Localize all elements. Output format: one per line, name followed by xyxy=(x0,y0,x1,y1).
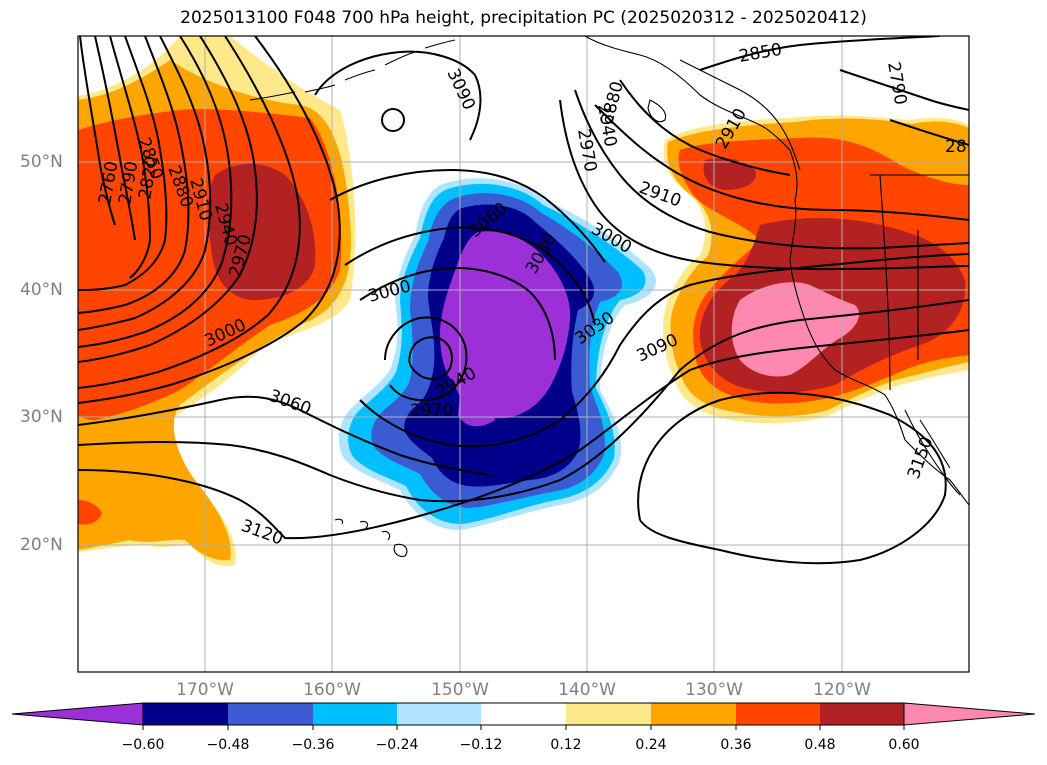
hawaii-islands xyxy=(334,518,408,557)
map-title: 2025013100 F048 700 hPa height, precipit… xyxy=(180,8,867,28)
contour-2970-east xyxy=(559,99,969,271)
lat-label-20: 20°N xyxy=(20,535,63,555)
east-positive-anomaly xyxy=(663,115,969,424)
colorbar-label-2: −0.48 xyxy=(206,737,250,753)
contour-2790 xyxy=(94,36,136,241)
contour-3030-central xyxy=(344,226,596,326)
contour-2820 xyxy=(109,36,152,279)
colorbar-label-10: 0.60 xyxy=(888,737,920,753)
contour-2940-east xyxy=(574,89,969,250)
contour-2850 xyxy=(78,36,168,291)
colorbar-cell-9 xyxy=(820,703,904,725)
gridlines xyxy=(78,36,969,672)
lon-label-140w: 140°W xyxy=(558,680,616,700)
alaska-coast xyxy=(584,36,969,506)
colorbar-cell-8 xyxy=(736,703,820,725)
contour-2970-low xyxy=(384,316,468,402)
contour-2760 xyxy=(79,36,116,226)
contour-2850-east xyxy=(699,36,941,71)
contour-2790-east xyxy=(839,69,969,111)
colorbar-cell-4 xyxy=(397,703,481,725)
lat-label-50: 50°N xyxy=(20,152,63,172)
contour-3150-high xyxy=(381,108,405,132)
label-2970-low: 2970 xyxy=(410,401,453,421)
contour-3120 xyxy=(78,329,969,540)
contour-3000-central xyxy=(359,266,556,361)
lon-label-170w: 170°W xyxy=(176,680,234,700)
label-28-right: 28 xyxy=(945,137,967,157)
central-purple-region xyxy=(440,231,571,419)
contour-2970 xyxy=(78,36,258,363)
colorbar-cell-5 xyxy=(481,703,566,725)
colorbar-label-8: 0.36 xyxy=(720,737,752,753)
lon-label-160w: 160°W xyxy=(303,680,361,700)
colorbar-label-3: −0.36 xyxy=(291,737,335,753)
lon-label-150w: 150°W xyxy=(431,680,489,700)
lon-label-120w: 120°W xyxy=(813,680,871,700)
lon-label-130w: 130°W xyxy=(685,680,743,700)
colorbar-label-9: 0.48 xyxy=(804,737,836,753)
contour-2880-east xyxy=(619,79,791,176)
contour-2910-east xyxy=(594,104,969,221)
contour-2940-low xyxy=(408,336,453,380)
contour-3030-west xyxy=(78,36,341,404)
colorbar-label-6: 0.12 xyxy=(550,737,582,753)
west-darkred-region xyxy=(208,163,316,300)
colorbar-label-7: 0.24 xyxy=(635,737,667,753)
alaska-south-coast xyxy=(679,59,801,171)
central-purple-tail xyxy=(458,395,496,427)
lat-label-30: 30°N xyxy=(20,407,63,427)
colorbar-cell-7 xyxy=(651,703,736,725)
colorbar-cell-2 xyxy=(228,703,313,725)
contour-3030-south xyxy=(359,253,969,448)
east-darkred-region xyxy=(703,158,756,190)
kodiak-island xyxy=(647,99,667,123)
west-orangered-patch xyxy=(78,500,102,525)
contour-2880 xyxy=(78,36,190,314)
contour-3090-arc xyxy=(78,299,969,503)
baja-coast xyxy=(904,409,961,496)
colorbar-cell-1 xyxy=(143,703,228,725)
colorbar-label-5: −0.12 xyxy=(459,737,503,753)
contour-3060-west xyxy=(78,395,491,476)
contour-3060-central xyxy=(329,168,606,263)
colorbar-cell-3 xyxy=(313,703,397,725)
colorbar-extend-right xyxy=(903,702,1036,726)
colorbar-frame xyxy=(142,702,905,726)
colorbar-extend-left xyxy=(11,702,144,726)
contour-3150-east xyxy=(637,391,947,565)
colorbar-cell-6 xyxy=(566,703,651,725)
colorbar xyxy=(11,702,1036,730)
colorbar-label-1: −0.60 xyxy=(121,737,165,753)
colorbar-label-4: −0.24 xyxy=(375,737,419,753)
contour-2940 xyxy=(78,36,233,348)
contour-3000-west xyxy=(78,36,301,389)
contour-2910 xyxy=(78,36,212,331)
height-contours xyxy=(78,36,969,565)
plot-frame xyxy=(77,35,970,673)
lat-label-40: 40°N xyxy=(20,280,63,300)
contour-3090-north xyxy=(314,50,482,141)
contour-28r xyxy=(889,119,969,146)
